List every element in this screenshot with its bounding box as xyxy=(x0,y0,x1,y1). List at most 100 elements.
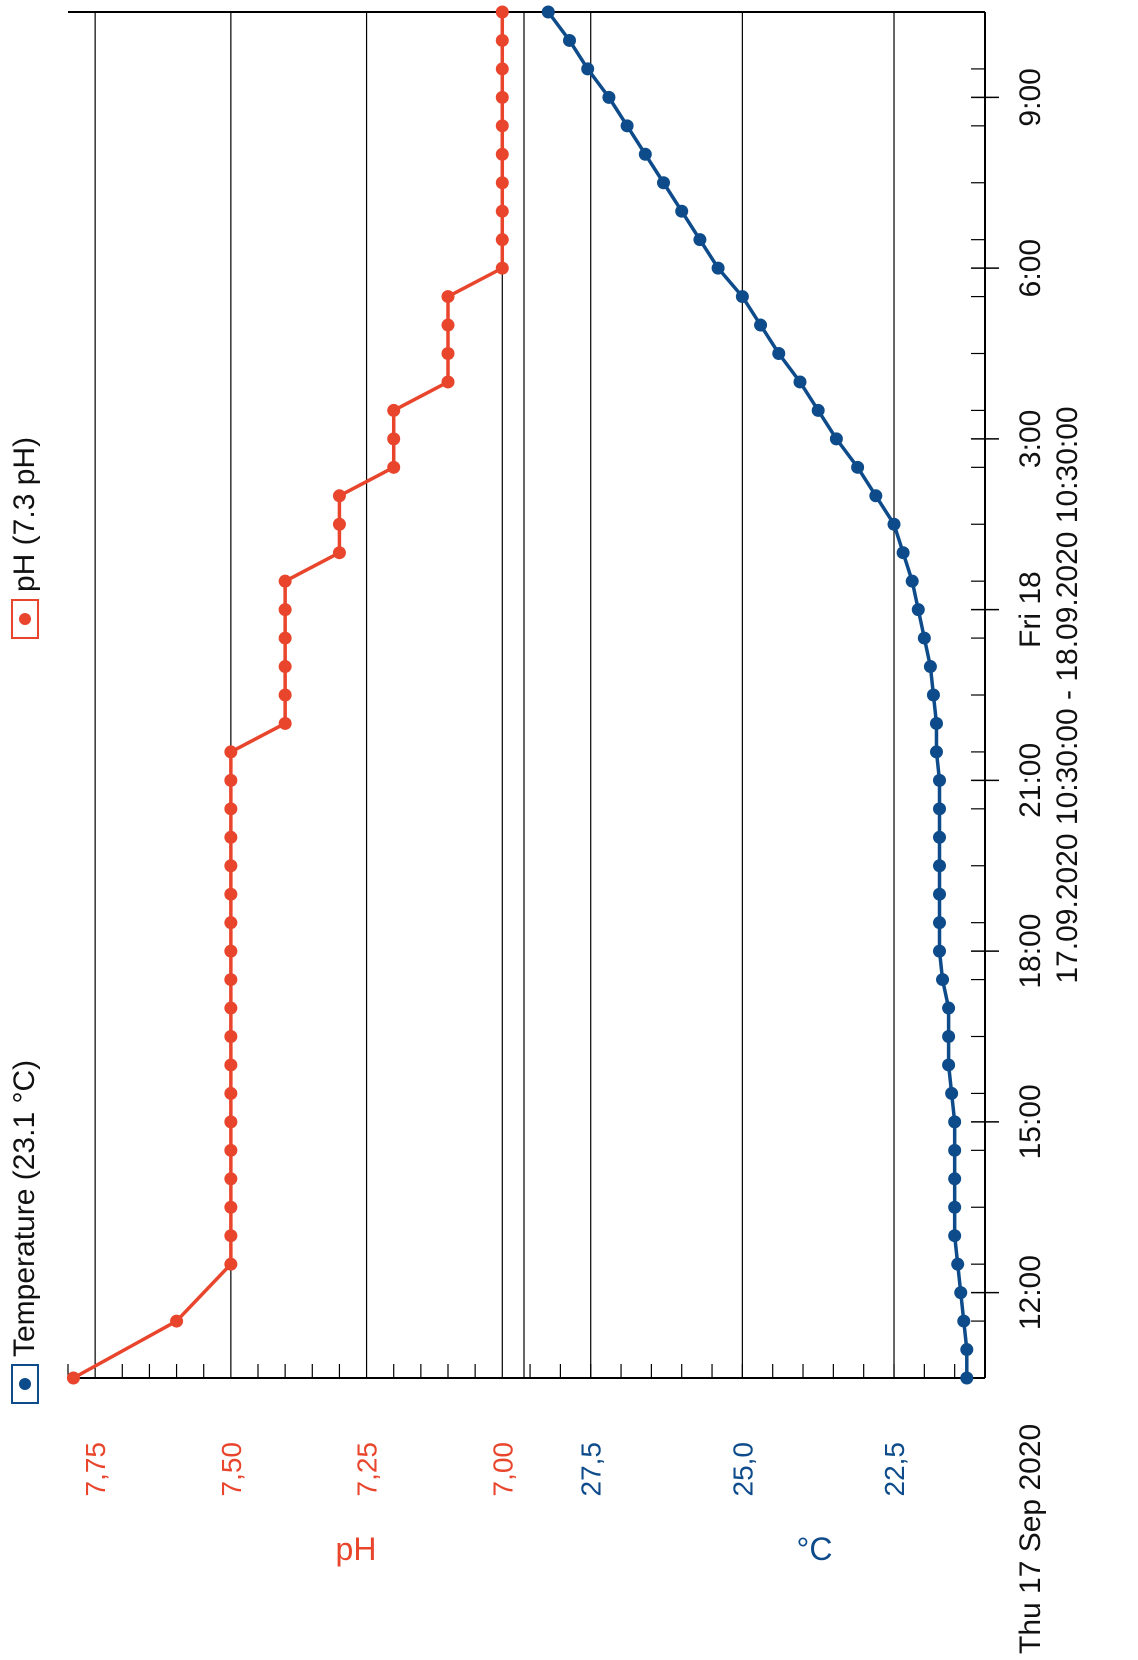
temp-point xyxy=(960,1343,974,1357)
ph-point xyxy=(495,147,509,161)
temp-point xyxy=(929,745,943,759)
x-tick-label: 6:00 xyxy=(1014,239,1047,297)
ph-point xyxy=(224,1001,238,1015)
temp-point xyxy=(933,859,947,873)
temp-point xyxy=(948,1229,962,1243)
temp-point xyxy=(811,403,825,417)
temp-point xyxy=(754,318,768,332)
temp-point xyxy=(735,290,749,304)
ph-point xyxy=(495,90,509,104)
temp-series xyxy=(541,5,974,1385)
ph-point xyxy=(332,489,346,503)
x-axis: Thu 17 Sep 2020 12:00 15:00 18:00 21:00 Fri 1… xyxy=(971,11,1084,1654)
ph-point xyxy=(495,176,509,190)
legend-swatch-dot xyxy=(19,613,31,625)
temp-point xyxy=(957,1314,971,1328)
legend: pH (7.3 pH) Temperature (23.1 °C) xyxy=(8,437,41,1404)
temp-point xyxy=(829,432,843,446)
temp-point xyxy=(960,1371,974,1385)
temp-point xyxy=(793,375,807,389)
ph-point xyxy=(224,944,238,958)
ph-point xyxy=(495,233,509,247)
ph-point xyxy=(495,261,509,275)
ph-tick-label: 7,75 xyxy=(80,1442,111,1497)
ph-point xyxy=(224,1058,238,1072)
legend-item-temp: Temperature (23.1 °C) xyxy=(8,1060,41,1404)
ph-point xyxy=(441,375,455,389)
legend-label: Temperature (23.1 °C) xyxy=(8,1060,41,1357)
ph-point xyxy=(224,1086,238,1100)
x-tick-label: 18:00 xyxy=(1014,914,1047,989)
ph-point xyxy=(495,5,509,19)
temp-point xyxy=(933,830,947,844)
legend-label: pH (7.3 pH) xyxy=(8,437,41,592)
ph-point xyxy=(224,773,238,787)
temp-tick-label: 27,5 xyxy=(576,1442,607,1497)
ph-point xyxy=(332,517,346,531)
temp-tick-label: 25,0 xyxy=(727,1442,758,1497)
ph-point xyxy=(224,1200,238,1214)
ph-point xyxy=(224,1172,238,1186)
temp-point xyxy=(896,546,910,560)
temp-point xyxy=(562,33,576,47)
ph-point xyxy=(278,688,292,702)
ph-point xyxy=(387,403,401,417)
ph-point xyxy=(495,204,509,218)
legend-swatch-dot xyxy=(19,1378,31,1390)
series-layer xyxy=(66,5,974,1385)
ph-point xyxy=(278,660,292,674)
ph-point xyxy=(495,62,509,76)
temp-point xyxy=(936,973,950,987)
ph-point xyxy=(224,830,238,844)
ph-point xyxy=(495,33,509,47)
temp-tick-label: 22,5 xyxy=(879,1442,910,1497)
x-tick-label: 12:00 xyxy=(1014,1255,1047,1330)
ph-point xyxy=(441,318,455,332)
ph-axis-title: pH xyxy=(336,1531,377,1567)
ph-tick-label: 7,50 xyxy=(216,1442,247,1497)
temp-point xyxy=(933,887,947,901)
ph-point xyxy=(224,859,238,873)
ph-point xyxy=(66,1371,80,1385)
temp-axis-title: °C xyxy=(797,1531,833,1567)
temp-point xyxy=(602,90,616,104)
temp-point xyxy=(929,716,943,730)
temp-point xyxy=(933,802,947,816)
ph-point xyxy=(441,290,455,304)
temp-point xyxy=(942,1058,956,1072)
temp-point xyxy=(945,1086,959,1100)
x-tick-label: 3:00 xyxy=(1014,410,1047,468)
temp-point xyxy=(675,204,689,218)
temp-point xyxy=(948,1200,962,1214)
temp-point xyxy=(948,1143,962,1157)
temp-point xyxy=(693,233,707,247)
temp-point xyxy=(933,944,947,958)
ph-point xyxy=(278,716,292,730)
temp-point xyxy=(923,660,937,674)
ph-point xyxy=(224,916,238,930)
temp-point xyxy=(887,517,901,531)
ph-point xyxy=(224,973,238,987)
x-tick-label: 9:00 xyxy=(1014,68,1047,126)
ph-point xyxy=(278,603,292,617)
temp-point xyxy=(869,489,883,503)
temp-point xyxy=(954,1286,968,1300)
gridlines xyxy=(94,12,895,1378)
temp-point xyxy=(933,916,947,930)
ph-point xyxy=(278,574,292,588)
temp-point xyxy=(942,1030,956,1043)
ph-point xyxy=(495,119,509,133)
ph-point xyxy=(387,432,401,446)
temp-point xyxy=(541,5,555,19)
temp-point xyxy=(620,119,634,133)
temp-point xyxy=(942,1001,956,1015)
temp-point xyxy=(951,1257,965,1271)
ph-tick-label: 7,00 xyxy=(487,1442,518,1497)
temp-point xyxy=(926,688,940,702)
temp-point xyxy=(772,347,786,360)
ph-point xyxy=(224,1143,238,1157)
ph-point xyxy=(170,1314,184,1328)
x-tick-label: Fri 18 xyxy=(1014,571,1047,648)
ph-point xyxy=(224,1030,238,1043)
ph-point xyxy=(224,1257,238,1271)
